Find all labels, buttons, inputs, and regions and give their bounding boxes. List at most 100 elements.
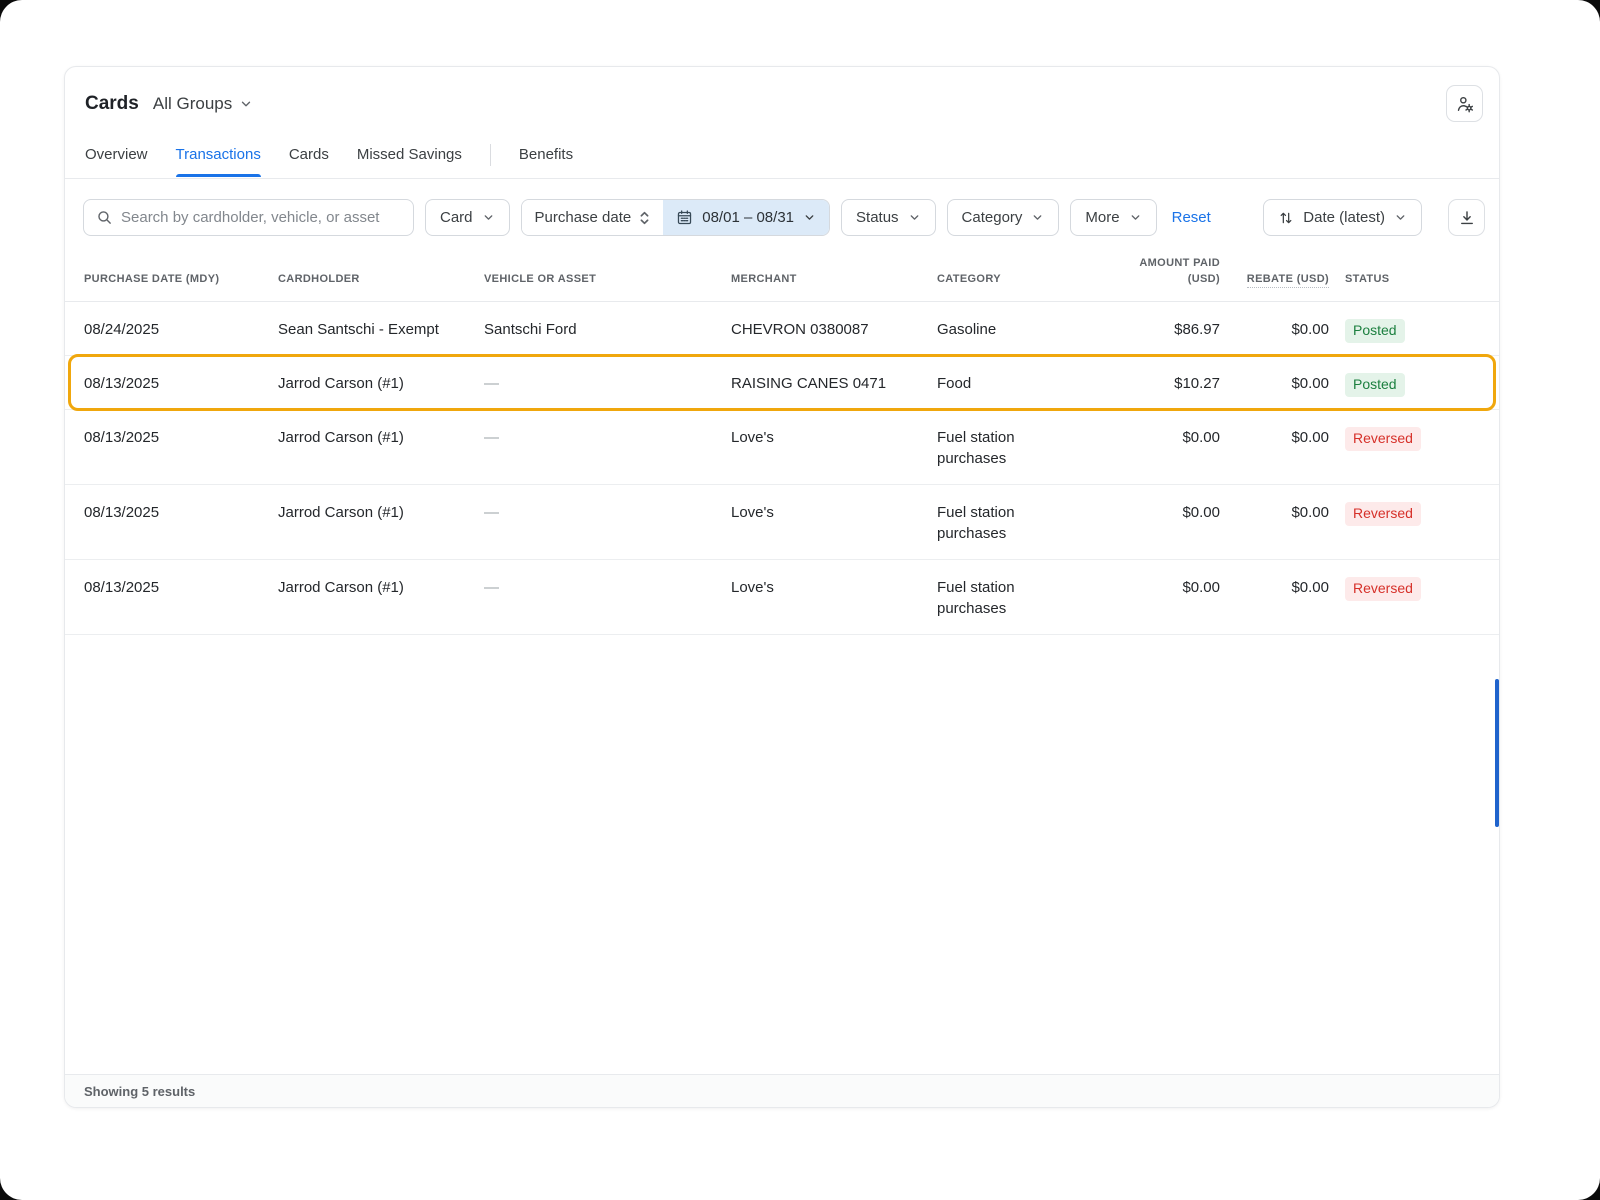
cell-category: Fuel station purchases <box>937 578 1015 617</box>
cell-rebate: $0.00 <box>1291 320 1329 338</box>
cell-vehicle: — <box>484 374 499 392</box>
download-button[interactable] <box>1448 199 1485 236</box>
search-box <box>83 199 414 236</box>
status-badge: Reversed <box>1345 426 1421 451</box>
panel-header: Cards All Groups <box>65 67 1499 122</box>
purchase-date-label: Purchase date <box>534 209 632 226</box>
chevron-down-icon <box>908 211 921 224</box>
cell-rebate: $0.00 <box>1291 374 1329 392</box>
col-rebate-label: Rebate (USD) <box>1246 272 1329 288</box>
cell-cardholder: Jarrod Carson (#1) <box>278 374 404 392</box>
col-merchant: Merchant <box>731 272 797 285</box>
cell-merchant: Love's <box>731 578 774 596</box>
cell-purchase-date: 08/24/2025 <box>84 320 160 338</box>
cell-merchant: Love's <box>731 428 774 446</box>
tab-divider <box>489 144 491 166</box>
chevron-down-icon <box>1129 211 1142 224</box>
cell-cardholder: Jarrod Carson (#1) <box>278 428 404 446</box>
updown-chevrons-icon <box>639 210 650 226</box>
col-category: Category <box>937 272 1001 285</box>
tab-missed-savings[interactable]: Missed Savings <box>356 146 462 163</box>
page-title: Cards <box>85 92 139 114</box>
purchase-date-field-select[interactable]: Purchase date <box>521 200 664 235</box>
col-amount-paid: Amount paid (USD) <box>1139 257 1220 285</box>
table-row[interactable]: 08/24/2025 Sean Santschi - Exempt Santsc… <box>65 302 1499 356</box>
tab-bar: Overview Transactions Cards Missed Savin… <box>65 144 1499 179</box>
date-range-value: 08/01 – 08/31 <box>702 209 795 226</box>
cell-purchase-date: 08/13/2025 <box>84 428 160 446</box>
col-rebate[interactable]: Rebate (USD) <box>1220 272 1345 288</box>
sort-arrows-icon <box>1278 210 1294 226</box>
table-row[interactable]: 08/13/2025 Jarrod Carson (#1) — Love's F… <box>65 560 1499 635</box>
status-badge: Reversed <box>1345 576 1421 601</box>
cell-vehicle: Santschi Ford <box>484 320 577 338</box>
cell-purchase-date: 08/13/2025 <box>84 578 160 596</box>
status-badge: Posted <box>1345 318 1405 343</box>
category-filter-label: Category <box>961 209 1023 226</box>
table-row-highlighted[interactable]: 08/13/2025 Jarrod Carson (#1) — RAISING … <box>65 353 1499 411</box>
cell-rebate: $0.00 <box>1291 503 1329 521</box>
sort-label: Date (latest) <box>1303 209 1385 226</box>
table-header-row: Purchase date (MDY) Cardholder Vehicle o… <box>65 236 1499 302</box>
status-badge: Posted <box>1345 372 1405 397</box>
cell-category: Gasoline <box>937 320 997 338</box>
cell-cardholder: Jarrod Carson (#1) <box>278 578 404 596</box>
col-vehicle: Vehicle or asset <box>484 272 597 285</box>
group-selector-label: All Groups <box>152 93 233 113</box>
cell-vehicle: — <box>484 578 499 596</box>
filter-bar: Card Purchase date 08/01 – 08/31 <box>65 179 1499 236</box>
transactions-table: Purchase date (MDY) Cardholder Vehicle o… <box>65 236 1499 1074</box>
group-selector[interactable]: All Groups <box>153 94 253 114</box>
status-badge: Reversed <box>1345 501 1421 526</box>
chevron-down-icon <box>482 211 495 224</box>
cell-rebate: $0.00 <box>1291 578 1329 596</box>
cell-category: Food <box>937 374 972 392</box>
category-filter-dropdown[interactable]: Category <box>946 199 1060 236</box>
col-purchase-date: Purchase date (MDY) <box>84 272 220 285</box>
tab-cards[interactable]: Cards <box>288 146 329 163</box>
date-range-chip[interactable]: 08/01 – 08/31 <box>663 200 830 235</box>
table-row[interactable]: 08/13/2025 Jarrod Carson (#1) — Love's F… <box>65 410 1499 485</box>
results-footer: Showing 5 results <box>65 1074 1499 1107</box>
status-filter-dropdown[interactable]: Status <box>841 199 936 236</box>
chevron-down-icon <box>803 211 816 224</box>
cell-vehicle: — <box>484 428 499 446</box>
cell-merchant: RAISING CANES 0471 <box>731 374 887 392</box>
cell-cardholder: Sean Santschi - Exempt <box>278 320 439 338</box>
search-icon <box>96 209 113 226</box>
cards-panel: Cards All Groups <box>64 66 1500 1108</box>
reset-filters-link[interactable]: Reset <box>1171 209 1211 226</box>
cell-purchase-date: 08/13/2025 <box>84 374 160 392</box>
cell-rebate: $0.00 <box>1291 428 1329 446</box>
calendar-icon <box>676 209 693 226</box>
more-filters-dropdown[interactable]: More <box>1070 199 1157 236</box>
cell-amount-paid: $10.27 <box>1174 374 1220 392</box>
sort-dropdown[interactable]: Date (latest) <box>1263 199 1422 236</box>
scrollbar-thumb[interactable] <box>1495 679 1499 827</box>
search-input[interactable] <box>121 209 401 226</box>
card-filter-label: Card <box>440 209 473 226</box>
cell-merchant: Love's <box>731 503 774 521</box>
download-icon <box>1458 209 1476 227</box>
user-gear-icon <box>1455 94 1475 114</box>
tab-transactions[interactable]: Transactions <box>175 146 262 177</box>
cell-merchant: CHEVRON 0380087 <box>731 320 869 338</box>
more-filters-label: More <box>1085 209 1120 226</box>
cell-vehicle: — <box>484 503 499 521</box>
cell-category: Fuel station purchases <box>937 503 1015 542</box>
chevron-down-icon <box>1031 211 1044 224</box>
purchase-date-filter[interactable]: Purchase date 08/01 – 08/31 <box>520 199 831 236</box>
table-row[interactable]: 08/13/2025 Jarrod Carson (#1) — Love's F… <box>65 485 1499 560</box>
cell-amount-paid: $86.97 <box>1174 320 1220 338</box>
card-filter-dropdown[interactable]: Card <box>425 199 510 236</box>
col-status: Status <box>1345 272 1390 285</box>
cell-amount-paid: $0.00 <box>1182 503 1220 521</box>
user-settings-button[interactable] <box>1446 85 1483 122</box>
cell-amount-paid: $0.00 <box>1182 578 1220 596</box>
tab-overview[interactable]: Overview <box>85 146 148 163</box>
cell-amount-paid: $0.00 <box>1182 428 1220 446</box>
cell-cardholder: Jarrod Carson (#1) <box>278 503 404 521</box>
tab-benefits[interactable]: Benefits <box>518 146 574 163</box>
results-count: Showing 5 results <box>84 1083 196 1099</box>
